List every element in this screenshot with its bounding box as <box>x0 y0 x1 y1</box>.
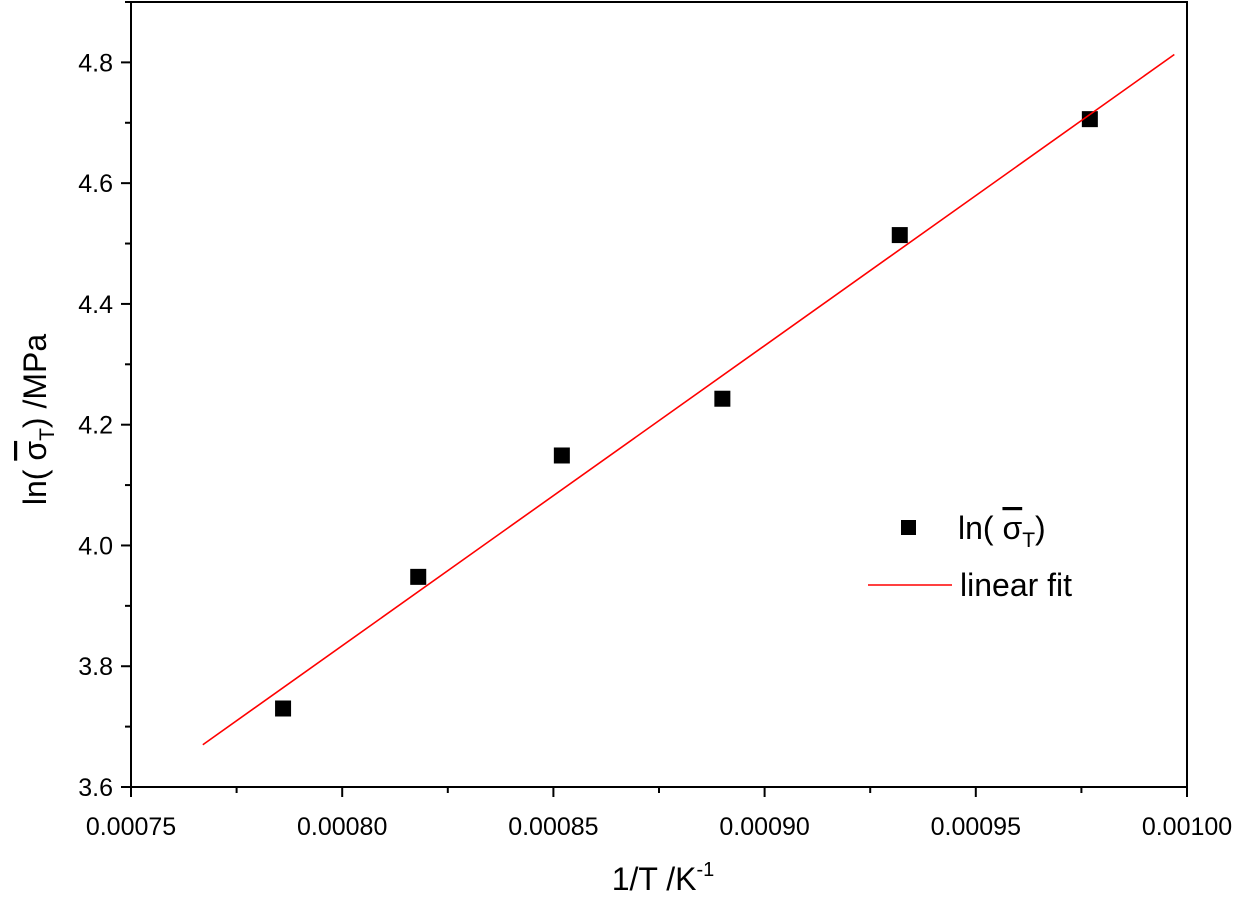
x-tick-label: 0.00100 <box>1142 813 1232 841</box>
y-tick-label: 4.8 <box>78 49 113 77</box>
legend-label-ln-sigma: ln( σT) <box>958 510 1046 552</box>
plot-data <box>203 55 1175 745</box>
x-tick-label: 0.00090 <box>719 813 809 841</box>
y-axis-title: ln( σT) /MPa <box>17 334 59 505</box>
y-tick-label: 4.6 <box>78 170 113 198</box>
x-axis-title: 1/T /K-1 <box>612 859 715 897</box>
y-tick-label: 3.6 <box>78 774 113 802</box>
data-point <box>410 569 426 585</box>
x-tick-label: 0.00095 <box>931 813 1021 841</box>
data-point <box>892 227 908 243</box>
legend-marker-square <box>901 520 916 535</box>
data-point <box>275 701 291 717</box>
y-tick-label: 3.8 <box>78 653 113 681</box>
x-tick-label: 0.00085 <box>508 813 598 841</box>
x-tick-label: 0.00080 <box>297 813 387 841</box>
legend: ln( σT) linear fit <box>868 510 1072 603</box>
x-tick-label: 0.00075 <box>86 813 176 841</box>
axes: 0.00075 0.00080 0.00085 0.00090 0.00095 0.001… <box>17 2 1232 897</box>
plot-frame <box>131 2 1187 787</box>
legend-label-linear-fit: linear fit <box>960 567 1072 603</box>
linear-fit-line <box>203 55 1175 745</box>
y-tick-label: 4.2 <box>78 412 113 440</box>
y-tick-label: 4.0 <box>78 532 113 560</box>
y-tick-label: 4.4 <box>78 291 113 319</box>
data-point <box>554 447 570 463</box>
data-point <box>714 391 730 407</box>
